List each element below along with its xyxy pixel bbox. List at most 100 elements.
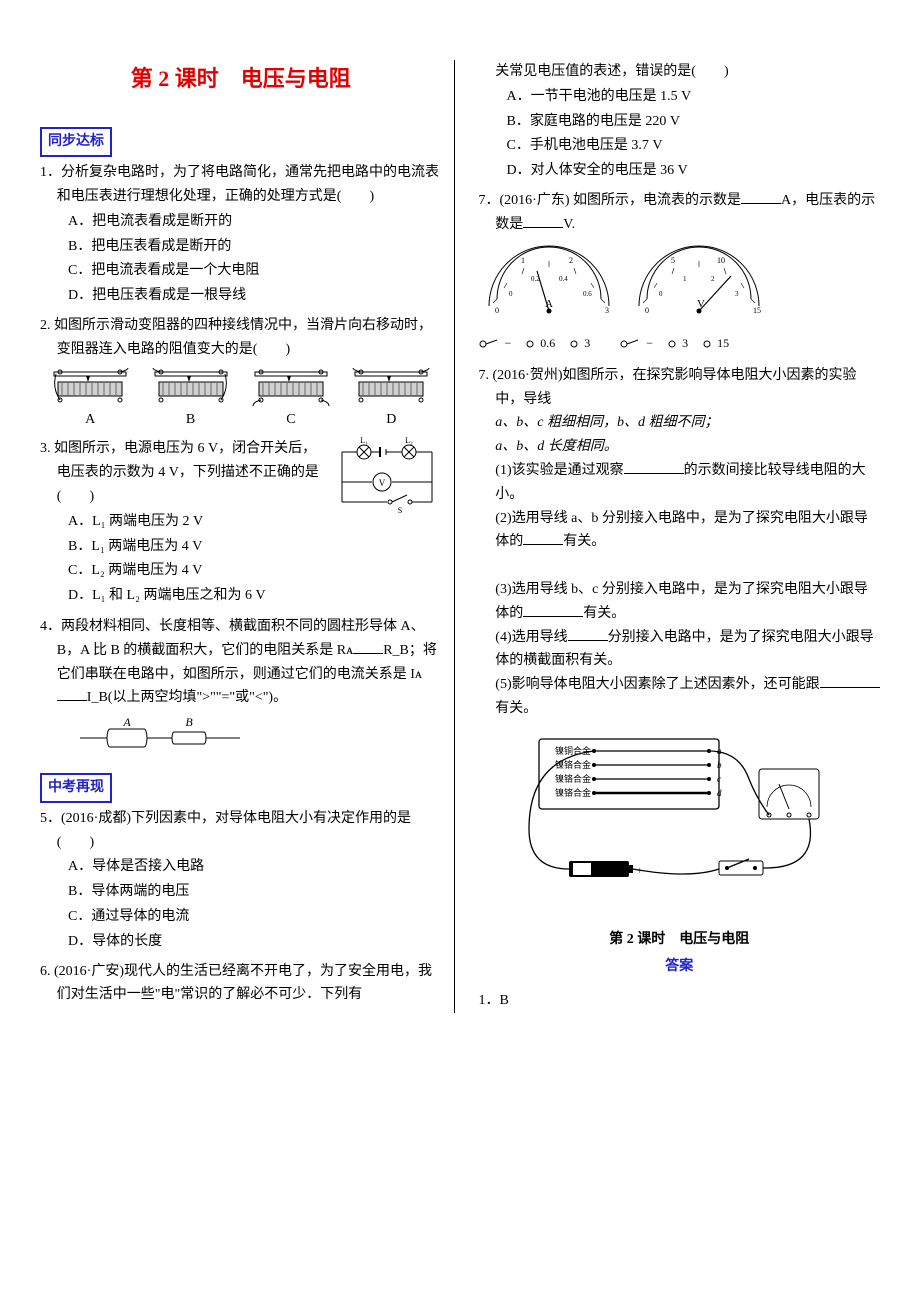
blank-q8-1 [624, 460, 684, 474]
svg-text:10: 10 [717, 256, 725, 265]
q4-resistor-diagram: A B [80, 716, 442, 761]
q5-opt-d: D．导体的长度 [68, 930, 442, 954]
q6-stem-left: 6. (2016·广安)现代人的生活已经离不开电了，为了安全用电，我们对生活中一… [40, 960, 442, 1008]
svg-text:镍铬合金: 镍铬合金 [555, 787, 591, 798]
voltmeter: 0 5 10 15 0 1 2 3 V [629, 241, 769, 330]
rheostat-c [251, 368, 331, 406]
lesson-title: 第 2 课时 电压与电阻 [40, 60, 442, 97]
blank-q8-3 [523, 603, 583, 617]
question-4: 4．两段材料相同、长度相等、横截面积不同的圆柱形导体 A、B，A 比 B 的横截… [40, 615, 442, 761]
svg-text:V: V [378, 478, 385, 488]
question-3: L₁ L₂ V S [40, 437, 442, 609]
section-sync: 同步达标 [40, 127, 112, 157]
q1-opt-a: A．把电流表看成是断开的 [68, 210, 442, 234]
question-8: 7. (2016·贺州)如图所示，在探究影响导体电阻大小因素的实验中，导线 a、… [479, 364, 881, 898]
rheostat-d [351, 368, 431, 406]
q3-opt-c: C．L₂ 两端电压为 4 V [68, 559, 442, 583]
svg-text:3: 3 [605, 306, 609, 315]
ammeter: 0 1 2 3 0 0.2 0.4 0.6 A [479, 241, 619, 330]
q6-opt-c: C．手机电池电压是 3.7 V [507, 134, 881, 158]
q8-p4: (4)选用导线分别接入电路中，是为了探究电阻大小跟导体的横截面积有关。 [479, 626, 881, 674]
svg-text:A: A [122, 716, 131, 729]
rheostat-b [151, 368, 231, 406]
svg-text:镍铜合金: 镍铜合金 [555, 745, 591, 756]
svg-text:d: d [717, 788, 722, 798]
svg-text:0: 0 [495, 306, 499, 315]
rheostat-a [50, 368, 130, 406]
svg-text:V: V [697, 298, 705, 310]
q6-opt-b: B．家庭电路的电压是 220 V [507, 110, 881, 134]
q8-p5: (5)影响导体电阻大小因素除了上述因素外，还可能跟有关。 [479, 673, 881, 721]
svg-text:c: c [717, 774, 721, 784]
q1-stem: 1．分析复杂电路时，为了将电路简化，通常先把电路中的电流表和电压表进行理想化处理… [40, 161, 442, 209]
rheostat-a-label: A [50, 408, 130, 432]
answer-1: 1．B [479, 989, 881, 1013]
svg-text:B: B [185, 716, 193, 729]
q7-stem: 7．(2016·广东) 如图所示，电流表的示数是A，电压表的示数是V. [479, 189, 881, 237]
section-exam: 中考再现 [40, 773, 112, 803]
question-6-part2: 关常见电压值的表述，错误的是( ) A．一节干电池的电压是 1.5 V B．家庭… [479, 60, 881, 183]
q8-stem: 7. (2016·贺州)如图所示，在探究影响导体电阻大小因素的实验中，导线 [479, 364, 881, 412]
rheostat-b-label: B [151, 408, 231, 432]
svg-text:0: 0 [659, 290, 663, 298]
rheostat-c-label: C [251, 408, 331, 432]
svg-text:a: a [717, 746, 722, 756]
svg-text:S: S [397, 506, 401, 515]
q8-cond1: a、b、c 粗细相同，b、d 粗细不同； [479, 411, 881, 435]
q8-p2: (2)选用导线 a、b 分别接入电路中，是为了探究电阻大小跟导体的有关。 [479, 507, 881, 555]
blank-q8-4 [568, 627, 608, 641]
rheostat-d-label: D [351, 408, 431, 432]
q1-opt-c: C．把电流表看成是一个大电阻 [68, 259, 442, 283]
svg-text:1: 1 [521, 256, 525, 265]
answer-label: 答案 [479, 955, 881, 979]
svg-text:镍铬合金: 镍铬合金 [555, 773, 591, 784]
q4-stem: 4．两段材料相同、长度相等、横截面积不同的圆柱形导体 A、B，A 比 B 的横截… [40, 615, 442, 710]
blank-q8-5 [820, 674, 880, 688]
question-6-part1: 6. (2016·广安)现代人的生活已经离不开电了，为了安全用电，我们对生活中一… [40, 960, 442, 1008]
question-5: 5．(2016·成都)下列因素中，对导体电阻大小有决定作用的是( ) A．导体是… [40, 807, 442, 954]
svg-text:A: A [545, 298, 553, 310]
blank-q4-1 [353, 640, 383, 654]
blank-q7-1 [741, 190, 781, 204]
svg-text:0.4: 0.4 [559, 275, 568, 283]
blank-q4-2 [57, 687, 87, 701]
q5-opt-b: B．导体两端的电压 [68, 880, 442, 904]
svg-text:15: 15 [753, 306, 761, 315]
question-7: 7．(2016·广东) 如图所示，电流表的示数是A，电压表的示数是V. 0 1 … [479, 189, 881, 354]
ammeter-selector: − 0.6 3 [479, 333, 591, 353]
rheostat-diagrams: A B C D [40, 368, 442, 432]
svg-text:b: b [717, 760, 722, 770]
blank-q7-2 [523, 214, 563, 228]
q2-stem: 2. 如图所示滑动变阻器的四种接线情况中，当滑片向右移动时，变阻器连入电路的阻值… [40, 314, 442, 362]
svg-text:0: 0 [509, 290, 513, 298]
q1-opt-d: D．把电压表看成是一根导线 [68, 284, 442, 308]
svg-text:1: 1 [683, 275, 687, 283]
q6-stem-right: 关常见电压值的表述，错误的是( ) [479, 60, 881, 84]
answer-title: 第 2 课时 电压与电阻 [479, 928, 881, 952]
svg-text:2: 2 [711, 275, 715, 283]
svg-text:2: 2 [569, 256, 573, 265]
blank-q8-2 [523, 531, 563, 545]
meter-selectors: − 0.6 3 − 3 15 [479, 333, 881, 353]
svg-text:3: 3 [735, 290, 739, 298]
svg-text:5: 5 [671, 256, 675, 265]
svg-text:镍铬合金: 镍铬合金 [555, 759, 591, 770]
svg-text:0.6: 0.6 [583, 290, 592, 298]
q8-p3: (3)选用导线 b、c 分别接入电路中，是为了探究电阻大小跟导体的有关。 [479, 578, 881, 626]
q5-opt-a: A．导体是否接入电路 [68, 855, 442, 879]
svg-text:+: + [637, 866, 643, 877]
q3-circuit-diagram: L₁ L₂ V S [332, 437, 442, 517]
voltmeter-selector: − 3 15 [620, 333, 729, 353]
question-1: 1．分析复杂电路时，为了将电路简化，通常先把电路中的电流表和电压表进行理想化处理… [40, 161, 442, 308]
q8-cond2: a、b、d 长度相同。 [479, 435, 881, 459]
q5-stem: 5．(2016·成都)下列因素中，对导体电阻大小有决定作用的是( ) [40, 807, 442, 855]
svg-text:L₁: L₁ [360, 437, 368, 445]
meter-diagrams: 0 1 2 3 0 0.2 0.4 0.6 A [479, 241, 881, 330]
q3-opt-b: B．L₁ 两端电压为 4 V [68, 535, 442, 559]
q6-opt-d: D．对人体安全的电压是 36 V [507, 159, 881, 183]
q8-experiment-diagram: 镍铜合金 a 镍铬合金 b 镍铬合金 c 镍铬合金 d [479, 729, 881, 898]
q3-opt-d: D．L₁ 和 L₂ 两端电压之和为 6 V [68, 584, 442, 608]
q1-opt-b: B．把电压表看成是断开的 [68, 235, 442, 259]
svg-text:L₂: L₂ [405, 437, 413, 445]
q8-p1: (1)该实验是通过观察的示数间接比较导线电阻的大小。 [479, 459, 881, 507]
